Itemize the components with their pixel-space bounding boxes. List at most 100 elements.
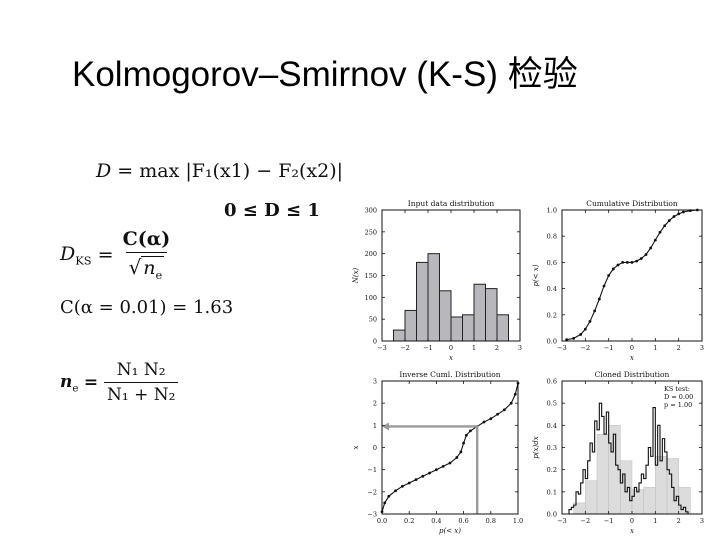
equation-d-ks: DKS = C(α) √ ne [60,228,173,282]
x-tick-label: 0.0 [377,517,387,525]
chart-panel-3: Inverse Cuml. Distribution 0.0 0.2 0.4 0.6 0.… [352,370,523,535]
y-tick-label: 0.8 [547,233,557,241]
data-point [663,224,667,228]
data-point [482,420,486,424]
x-tick-label: 0 [630,344,634,352]
y-tick-label: 1 [373,422,377,430]
plot-frame [381,380,519,515]
ks-figure: Input data distribution−3 −2 −1 0 1 2 30501001… [352,199,704,535]
bar [666,458,679,515]
data-point [653,238,657,242]
y-tick-label: 0.6 [547,378,557,386]
chart-title: Cloned Distribution [595,370,670,379]
y-tick-label: 2 [373,400,377,408]
data-point [387,494,391,498]
ks-test-text: KS test: [664,385,690,393]
data-point [509,401,513,405]
eq-ne-lhs-sub: e [72,383,79,395]
x-tick-label: 0.8 [486,517,496,525]
bar [427,253,440,342]
y-tick-label: 0.4 [547,422,557,430]
eq-ne-fraction: N₁ N₂ N₁ + N₂ [103,360,179,405]
bar [585,480,598,515]
y-tick-label: 0.2 [547,466,557,474]
data-point [441,464,445,468]
chart-panel-4: Cloned Distribution −3 −2 −1 0 1 2 3 0.0 0.1 0.2 0.… [532,370,704,535]
y-tick-label: 300 [365,207,377,215]
equation-c-alpha: C(α = 0.01) = 1.63 [60,297,233,318]
data-point [401,484,404,488]
data-point [579,333,583,336]
y-tick-label: 0 [373,444,377,452]
data-point [464,433,468,437]
data-point [414,478,418,482]
data-point [658,230,662,234]
x-tick-label: −2 [581,344,591,352]
data-point [407,481,411,485]
y-tick-label: 0.0 [547,511,557,519]
chart-title: Inverse Cuml. Distribution [399,370,500,379]
bar [631,489,644,515]
eq-dks-fraction: C(α) √ ne [120,228,174,282]
y-axis-label: p(x)dx [532,436,540,458]
x-tick-label: 2 [677,344,681,352]
data-point [428,471,431,475]
data-point [611,267,615,271]
equation-d-range: 0 ≤ D ≤ 1 [224,200,320,221]
eq-dks-den-sub: e [155,267,163,282]
bar [573,502,586,515]
bar [393,329,406,342]
series-line [566,209,698,341]
eq-dks-lhs: D [60,242,76,265]
x-tick-label: 0.2 [404,517,414,525]
x-tick-label: 0 [449,344,453,352]
eq-d-lhs: D [96,160,112,182]
bar [462,314,475,342]
data-point [394,489,397,493]
eq-ne-numerator: N₁ N₂ [116,360,166,380]
x-tick-label: 2 [495,344,499,352]
y-tick-label: 0.2 [547,311,557,319]
y-tick-label: 0.6 [547,259,557,267]
eq-dks-den-sym: n [143,257,156,279]
bar [620,460,633,515]
data-point [588,319,592,323]
data-point [677,212,681,216]
x-tick-label: 3 [700,344,704,352]
data-point [462,441,465,445]
data-point [616,263,620,267]
x-tick-label: −1 [604,344,614,352]
bar [678,487,691,515]
data-point [459,450,463,454]
data-point [597,297,601,301]
bar [643,487,656,515]
data-point [635,259,639,263]
y-tick-label: 150 [365,272,377,280]
eq-c-alpha-text: C(α = 0.01) = 1.63 [60,297,234,318]
x-axis-label: x [630,527,634,535]
chart-panel-1: Input data distribution −3 −2 −1 0 1 2 3 0 50 100 1… [352,199,522,362]
data-point [455,456,459,459]
equation-d-max: D = max |F₁(x1) − F₂(x2)| [96,160,343,182]
data-point [583,327,587,331]
bar [404,309,417,342]
x-tick-label: −2 [400,344,410,352]
x-tick-label: 2 [677,517,681,525]
x-tick-label: 1.0 [513,517,523,525]
eq-range-text: 0 ≤ D ≤ 1 [224,200,320,221]
y-tick-label: 3 [373,378,377,386]
data-point [681,210,685,214]
series-line [566,402,698,515]
chart-title: Input data distribution [408,199,495,208]
eq-d-body: |F₁(x1) − F₂(x2)| [185,160,344,182]
y-tick-label: 0 [373,338,377,346]
bar [473,283,486,342]
x-tick-label: −3 [557,344,567,352]
data-point [513,392,517,396]
data-point [625,261,629,264]
x-axis-label: x [449,354,453,362]
y-tick-label: 0.1 [547,488,557,496]
data-point [649,246,653,250]
data-point [593,309,597,313]
series-line [381,383,519,512]
